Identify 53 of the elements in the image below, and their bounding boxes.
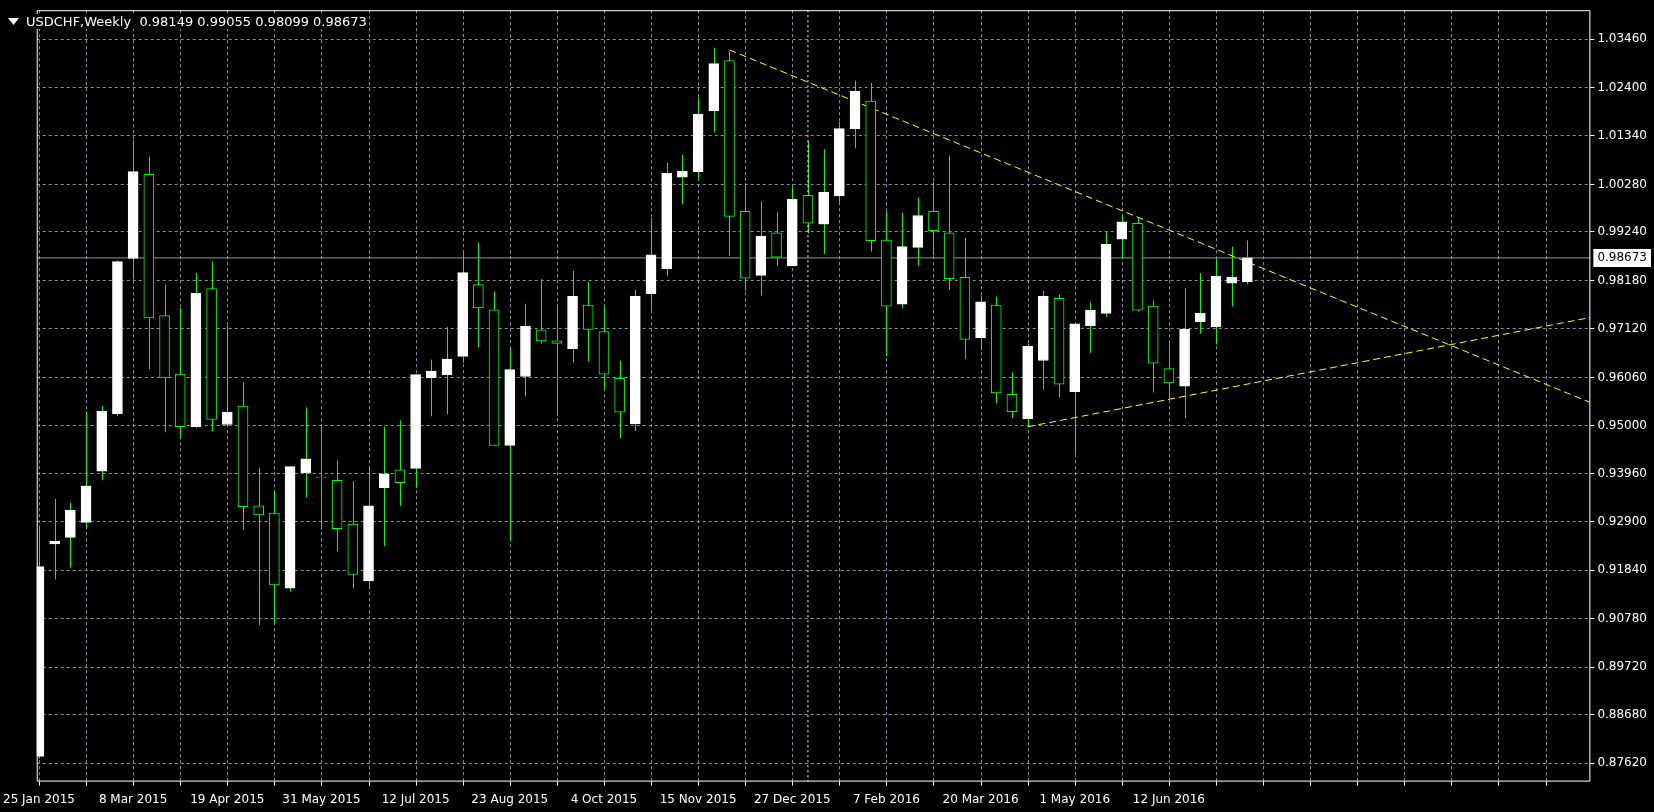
y-tick-label: 0.99240 — [1597, 224, 1647, 239]
ref-line-label: 0.98673 — [1597, 250, 1647, 265]
candlestick — [221, 325, 233, 427]
candlestick — [378, 426, 390, 547]
y-tick-label: 0.91840 — [1597, 562, 1647, 577]
x-tick-label: 31 May 2015 — [282, 791, 361, 806]
candlestick — [1163, 341, 1175, 400]
y-tick-label: 0.88680 — [1597, 706, 1647, 721]
candlestick — [473, 241, 484, 348]
y-tick-label: 1.00280 — [1597, 176, 1647, 191]
y-tick-label: 0.90780 — [1597, 610, 1647, 625]
y-tick-label: 1.03460 — [1597, 31, 1647, 46]
candlestick — [1194, 272, 1206, 334]
x-tick-label: 7 Feb 2016 — [852, 791, 920, 806]
y-tick-label: 0.95000 — [1597, 417, 1647, 432]
candlestick — [582, 281, 594, 362]
y-tick-label: 1.02400 — [1597, 79, 1647, 94]
x-tick-label: 27 Dec 2015 — [753, 791, 831, 806]
candlestick — [425, 359, 437, 417]
candlestick — [677, 154, 688, 205]
x-tick-label: 15 Nov 2015 — [659, 791, 737, 806]
y-tick-label: 0.92900 — [1597, 514, 1647, 528]
y-tick-label: 0.96060 — [1597, 369, 1647, 384]
candlestick — [551, 306, 563, 417]
y-tick-label: 0.89720 — [1597, 659, 1647, 674]
x-tick-label: 23 Aug 2015 — [471, 791, 549, 806]
y-tick-label: 0.87620 — [1597, 755, 1647, 770]
x-tick-label: 1 May 2016 — [1039, 791, 1111, 806]
x-tick-label: 19 Apr 2015 — [190, 791, 265, 806]
candlestick — [1006, 371, 1018, 419]
y-tick-label: 0.98180 — [1597, 272, 1647, 287]
candlestick — [928, 181, 939, 256]
candlestick — [771, 212, 782, 267]
candlestick — [1116, 215, 1128, 259]
candlestick — [441, 326, 453, 415]
x-tick-label: 8 Mar 2015 — [98, 791, 168, 806]
candlestick — [394, 419, 406, 507]
chart-title: USDCHF,Weekly 0.98149 0.99055 0.98099 0.98673 — [24, 14, 369, 29]
x-tick-label: 12 Jun 2016 — [1132, 791, 1205, 806]
candlestick — [300, 407, 312, 498]
candlestick — [316, 426, 327, 531]
candlestick — [1085, 301, 1096, 354]
x-tick-label: 4 Oct 2015 — [570, 791, 638, 806]
y-tick-label: 1.01340 — [1597, 128, 1647, 143]
candlestick — [253, 466, 265, 626]
y-tick-label: 0.93960 — [1597, 465, 1647, 480]
x-tick-label: 25 Jan 2015 — [3, 791, 75, 806]
y-tick-label: 0.97120 — [1597, 321, 1647, 336]
x-tick-label: 12 Jul 2015 — [381, 791, 450, 806]
x-tick-label: 20 Mar 2016 — [942, 791, 1019, 806]
candlestick — [535, 278, 547, 345]
candlestick — [1242, 239, 1253, 285]
candlestick — [1226, 246, 1237, 308]
